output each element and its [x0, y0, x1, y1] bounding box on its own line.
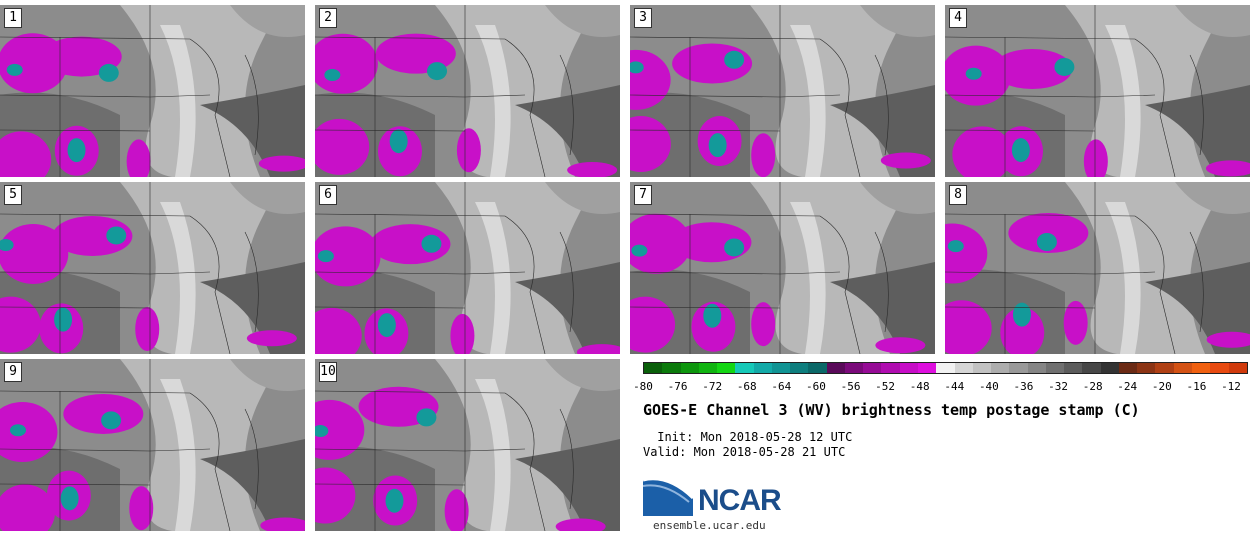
colorbar-swatch	[698, 363, 718, 373]
colorbar-tick: -28	[1082, 380, 1103, 393]
panel-1: 1	[0, 5, 305, 177]
colorbar-swatch	[1009, 363, 1028, 373]
colorbar-swatch	[1228, 363, 1247, 373]
panel-7: 7	[630, 182, 935, 354]
panel-3: 3	[630, 5, 935, 177]
colorbar-swatch	[1027, 363, 1046, 373]
colorbar-swatch	[1173, 363, 1192, 373]
colorbar-swatch	[954, 363, 973, 373]
colorbar-tick: -44	[944, 380, 965, 393]
colorbar-swatch	[1137, 363, 1156, 373]
colorbar-swatch	[991, 363, 1010, 373]
colorbar-tick: -64	[771, 380, 792, 393]
colorbar-tick: -76	[667, 380, 688, 393]
colorbar-ticks: -80 -76 -72 -68 -64 -60 -56 -52 -48 -44 -40 -36 -32 -…	[633, 380, 1248, 394]
colorbar-swatch	[1100, 363, 1119, 373]
colorbar-swatch	[680, 363, 699, 373]
colorbar-swatch	[972, 363, 992, 373]
colorbar-swatch	[1045, 363, 1065, 373]
colorbar-swatch	[717, 363, 736, 373]
colorbar-tick: -80	[633, 380, 653, 393]
colorbar-swatch	[917, 363, 937, 373]
figure-title: GOES-E Channel 3 (WV) brightness temp po…	[643, 401, 1140, 419]
panel-number: 5	[4, 185, 22, 205]
valid-time: Valid: Mon 2018-05-28 21 UTC	[643, 445, 846, 459]
colorbar-tick: -24	[1117, 380, 1138, 393]
panel-2: 2	[315, 5, 620, 177]
colorbar-tick: -16	[1186, 380, 1207, 393]
panel-10: 10	[315, 359, 620, 531]
ncar-logo-icon	[643, 477, 695, 516]
colorbar-swatch	[753, 363, 772, 373]
colorbar-tick: -56	[840, 380, 861, 393]
panel-number: 4	[949, 8, 967, 28]
panel-number: 3	[634, 8, 652, 28]
panel-number: 10	[319, 362, 337, 382]
colorbar-swatch	[1210, 363, 1229, 373]
panel-6: 6	[315, 182, 620, 354]
colorbar-tick: -68	[736, 380, 757, 393]
panel-number: 1	[4, 8, 22, 28]
panel-8: 8	[945, 182, 1250, 354]
colorbar-swatch	[1118, 363, 1138, 373]
colorbar-tick: -40	[978, 380, 999, 393]
colorbar-swatch	[1082, 363, 1101, 373]
colorbar-swatch	[826, 363, 845, 373]
colorbar-swatch	[881, 363, 900, 373]
colorbar-swatch	[1191, 363, 1211, 373]
panel-9: 9	[0, 359, 305, 531]
colorbar-swatch	[936, 363, 955, 373]
colorbar-tick: -20	[1151, 380, 1172, 393]
colorbar-tick: -60	[806, 380, 826, 393]
panel-number: 6	[319, 185, 337, 205]
colorbar-swatch	[844, 363, 864, 373]
logo-text: NCAR	[698, 484, 782, 517]
colorbar-tick: -52	[875, 380, 896, 393]
colorbar-swatch	[899, 363, 918, 373]
init-time: Init: Mon 2018-05-28 12 UTC	[650, 430, 853, 444]
colorbar-tick: -12	[1221, 380, 1241, 393]
panel-number: 7	[634, 185, 652, 205]
colorbar-tick: -32	[1048, 380, 1068, 393]
colorbar-swatch	[808, 363, 827, 373]
panel-number: 2	[319, 8, 337, 28]
panel-4: 4	[945, 5, 1250, 177]
colorbar-swatch	[644, 363, 663, 373]
colorbar-swatch	[1064, 363, 1083, 373]
panel-number: 8	[949, 185, 967, 205]
colorbar	[643, 362, 1248, 374]
logo-url[interactable]: ensemble.ucar.edu	[653, 519, 766, 532]
colorbar-swatch	[790, 363, 809, 373]
colorbar-tick: -48	[909, 380, 930, 393]
colorbar-swatch	[735, 363, 754, 373]
colorbar-tick: -72	[702, 380, 723, 393]
colorbar-swatch	[771, 363, 791, 373]
colorbar-swatch	[863, 363, 882, 373]
colorbar-swatch	[662, 363, 681, 373]
panel-5: 5	[0, 182, 305, 354]
colorbar-tick: -36	[1013, 380, 1034, 393]
panel-number: 9	[4, 362, 22, 382]
colorbar-swatch	[1155, 363, 1174, 373]
